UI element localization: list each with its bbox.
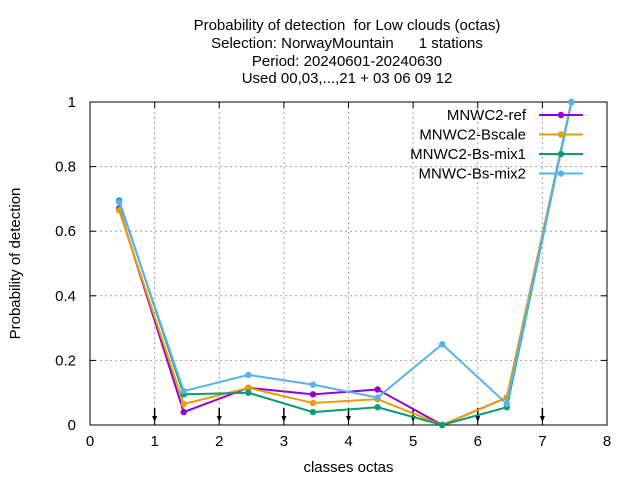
data-point-MNWC2-Bscale (180, 400, 187, 408)
x-tick-label: 5 (409, 433, 417, 450)
data-point-MNWC2-Bs-mix1 (245, 389, 252, 396)
x-tick-label: 0 (86, 433, 94, 450)
chart-title-line: Period: 20240601-20240630 (252, 53, 442, 70)
arrow-marker-head (539, 416, 545, 422)
data-point-MNWC-Bs-mix2 (503, 400, 511, 408)
data-point-MNWC2-Bs-mix1 (439, 421, 446, 429)
chart-title-line: Used 00,03,...,21 + 03 06 09 12 (242, 70, 453, 87)
arrow-marker-head (281, 416, 287, 422)
y-tick-label: 0.2 (55, 352, 76, 369)
arrow-marker-head (216, 416, 222, 422)
arrow-marker-head (346, 416, 351, 422)
legend-marker (557, 111, 565, 119)
chart-title: Probability of detection for Low clouds … (194, 17, 501, 87)
y-tick-label: 0.8 (55, 159, 76, 176)
series-line-MNWC2-Bscale (118, 101, 573, 427)
x-axis-ticks: 0 1 2 3 4 5 6 7 8 (86, 102, 611, 450)
data-point-MNWC-Bs-mix2 (245, 371, 252, 379)
legend-label: MNWC2-Bs-mix1 (410, 146, 526, 163)
y-axis-ticks: 0 0.2 0.4 0.6 0.8 1 (55, 94, 607, 434)
data-point-MNWC-Bs-mix2 (374, 394, 381, 401)
data-point-MNWC2-Bs-mix1 (309, 408, 317, 416)
data-point-MNWC-Bs-mix2 (115, 198, 123, 206)
legend-label: MNWC2-Bscale (419, 127, 526, 144)
chart-title-line: Probability of detection for Low clouds … (194, 17, 501, 34)
data-point-MNWC-Bs-mix2 (568, 98, 575, 106)
data-point-MNWC2-Bscale (309, 399, 317, 407)
x-tick-label: 3 (280, 433, 288, 450)
legend-marker (557, 150, 565, 158)
data-point-MNWC-Bs-mix2 (180, 387, 187, 395)
series-line-MNWC2-Bs-mix1 (118, 101, 573, 427)
data-point-MNWC2-ref (309, 391, 317, 398)
data-point-MNWC2-ref (180, 408, 187, 416)
x-tick-label: 4 (344, 433, 352, 450)
data-point-MNWC2-Bscale (245, 384, 252, 392)
x-axis-label: classes octas (303, 459, 393, 476)
y-tick-label: 0.4 (55, 288, 76, 305)
legend-label: MNWC2-ref (447, 107, 527, 124)
series-lines (115, 98, 575, 429)
legend-label: MNWC-Bs-mix2 (419, 166, 526, 183)
x-tick-label: 8 (603, 433, 611, 450)
x-tick-label: 6 (474, 433, 482, 450)
y-tick-label: 1 (68, 94, 76, 111)
series-line-MNWC-Bs-mix2 (118, 101, 573, 406)
grid (90, 102, 607, 425)
x-tick-label: 2 (215, 433, 223, 450)
legend: MNWC2-ref MNWC2-Bscale MNWC2-Bs-mix1 MNWC-B… (410, 107, 583, 183)
arrow-marker-head (152, 416, 158, 422)
y-axis-label: Probability of detection (7, 188, 24, 340)
arrow-marker-head (475, 416, 481, 422)
data-point-MNWC2-ref (374, 386, 381, 393)
chart-title-line: Selection: NorwayMountain 1 stations (211, 35, 483, 52)
data-point-MNWC2-Bs-mix1 (374, 404, 381, 411)
y-tick-label: 0.6 (55, 223, 76, 240)
x-tick-label: 7 (538, 433, 546, 450)
legend-marker (557, 131, 565, 138)
y-tick-label: 0 (68, 417, 76, 434)
data-point-MNWC-Bs-mix2 (309, 381, 317, 388)
data-point-MNWC-Bs-mix2 (439, 341, 446, 348)
x-tick-label: 1 (150, 433, 158, 450)
legend-marker (557, 170, 565, 177)
